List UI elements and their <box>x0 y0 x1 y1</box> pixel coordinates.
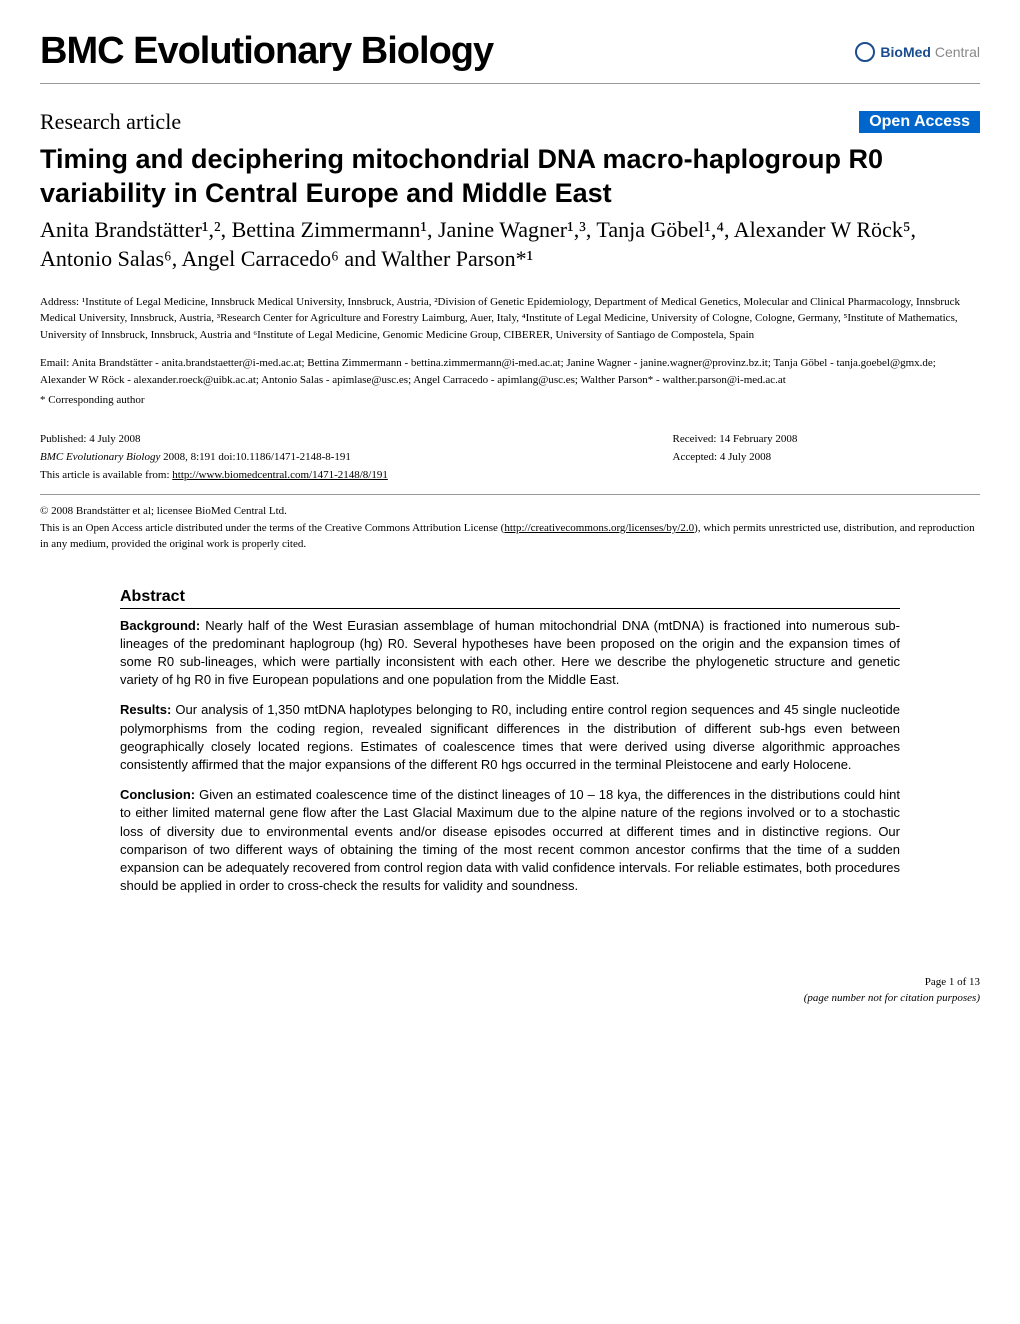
abstract-conclusion: Conclusion: Given an estimated coalescen… <box>120 786 900 895</box>
citation: BMC Evolutionary Biology 2008, 8:191 doi… <box>40 449 553 467</box>
conclusion-label: Conclusion: <box>120 787 199 802</box>
article-type: Research article <box>40 109 181 135</box>
page-number: Page 1 of 13 <box>40 975 980 990</box>
corresponding-author: * Corresponding author <box>40 394 980 406</box>
journal-name: BMC Evolutionary Biology <box>40 30 493 73</box>
article-type-row: Research article Open Access <box>40 109 980 135</box>
license-text-1: This is an Open Access article distribut… <box>40 522 504 534</box>
citation-journal: BMC Evolutionary Biology <box>40 451 160 463</box>
journal-header: BMC Evolutionary Biology BioMed Central <box>40 30 980 84</box>
accepted-date: Accepted: 4 July 2008 <box>673 449 981 467</box>
background-text: Nearly half of the West Eurasian assembl… <box>120 618 900 688</box>
abstract-background: Background: Nearly half of the West Eura… <box>120 617 900 690</box>
abstract-heading: Abstract <box>120 588 900 609</box>
publisher-bold: BioMed <box>880 44 931 60</box>
received-date: Received: 14 February 2008 <box>673 431 981 449</box>
addresses: Address: ¹Institute of Legal Medicine, I… <box>40 294 980 344</box>
publication-info: Published: 4 July 2008 BMC Evolutionary … <box>40 431 980 495</box>
license-url[interactable]: http://creativecommons.org/licenses/by/2… <box>504 522 694 534</box>
available-prefix: This article is available from: <box>40 469 172 481</box>
page-footer: Page 1 of 13 (page number not for citati… <box>40 975 980 1006</box>
publication-right: Received: 14 February 2008 Accepted: 4 J… <box>673 431 981 484</box>
publisher-light: Central <box>931 44 980 60</box>
open-access-badge: Open Access <box>859 111 980 133</box>
abstract-section: Abstract Background: Nearly half of the … <box>120 588 900 896</box>
results-label: Results: <box>120 702 175 717</box>
published-date: Published: 4 July 2008 <box>40 431 553 449</box>
license: © 2008 Brandstätter et al; licensee BioM… <box>40 503 980 553</box>
conclusion-text: Given an estimated coalescence time of t… <box>120 787 900 893</box>
abstract-results: Results: Our analysis of 1,350 mtDNA hap… <box>120 701 900 774</box>
article-url[interactable]: http://www.biomedcentral.com/1471-2148/8… <box>172 469 388 481</box>
emails: Email: Anita Brandstätter - anita.brands… <box>40 355 980 388</box>
results-text: Our analysis of 1,350 mtDNA haplotypes b… <box>120 702 900 772</box>
biomed-icon <box>855 42 875 62</box>
copyright: © 2008 Brandstätter et al; licensee BioM… <box>40 503 980 520</box>
publisher-logo: BioMed Central <box>855 42 980 62</box>
publisher-text: BioMed Central <box>880 44 980 60</box>
citation-year: 2008, <box>160 451 190 463</box>
citation-page: :191 doi:10.1186/1471-2148-8-191 <box>196 451 351 463</box>
publication-left: Published: 4 July 2008 BMC Evolutionary … <box>40 431 553 484</box>
available-from: This article is available from: http://w… <box>40 467 553 485</box>
page-note: (page number not for citation purposes) <box>40 991 980 1006</box>
authors: Anita Brandstätter¹,², Bettina Zimmerman… <box>40 215 980 274</box>
article-title: Timing and deciphering mitochondrial DNA… <box>40 143 980 211</box>
background-label: Background: <box>120 618 205 633</box>
